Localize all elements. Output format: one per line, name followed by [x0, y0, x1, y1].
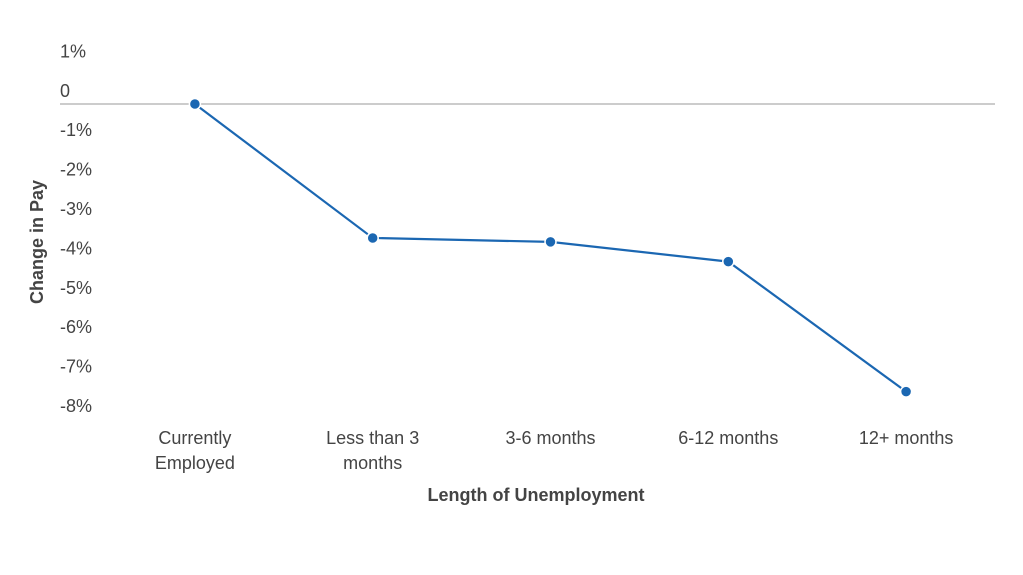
y-tick-label: 0 [60, 81, 70, 101]
y-tick-label: -5% [60, 278, 92, 298]
y-tick-label: -8% [60, 396, 92, 416]
point [366, 231, 379, 245]
point [899, 385, 913, 398]
x-tick-label: Less than 3 months [326, 428, 420, 473]
y-axis-title: Change in Pay [27, 180, 47, 304]
y-tick-label: -2% [60, 160, 92, 180]
y-tick-label: -3% [60, 199, 92, 219]
x-tick-label: 12+ months [858, 428, 954, 448]
x-tick-label: 6-12 months [678, 428, 779, 448]
y-tick-label: -6% [60, 317, 92, 337]
x-tick-label: 3-6 months [505, 428, 596, 448]
y-tick-label: -7% [60, 357, 92, 377]
x-tick-label: Currently Employed [154, 428, 235, 473]
point [722, 255, 735, 268]
y-tick-label: -4% [60, 238, 92, 258]
x-axis-title: Length of Unemployment [428, 485, 645, 505]
point [188, 97, 202, 111]
point [544, 235, 557, 249]
y-tick-label: 1% [60, 41, 86, 61]
y-tick-label: -1% [60, 120, 92, 140]
